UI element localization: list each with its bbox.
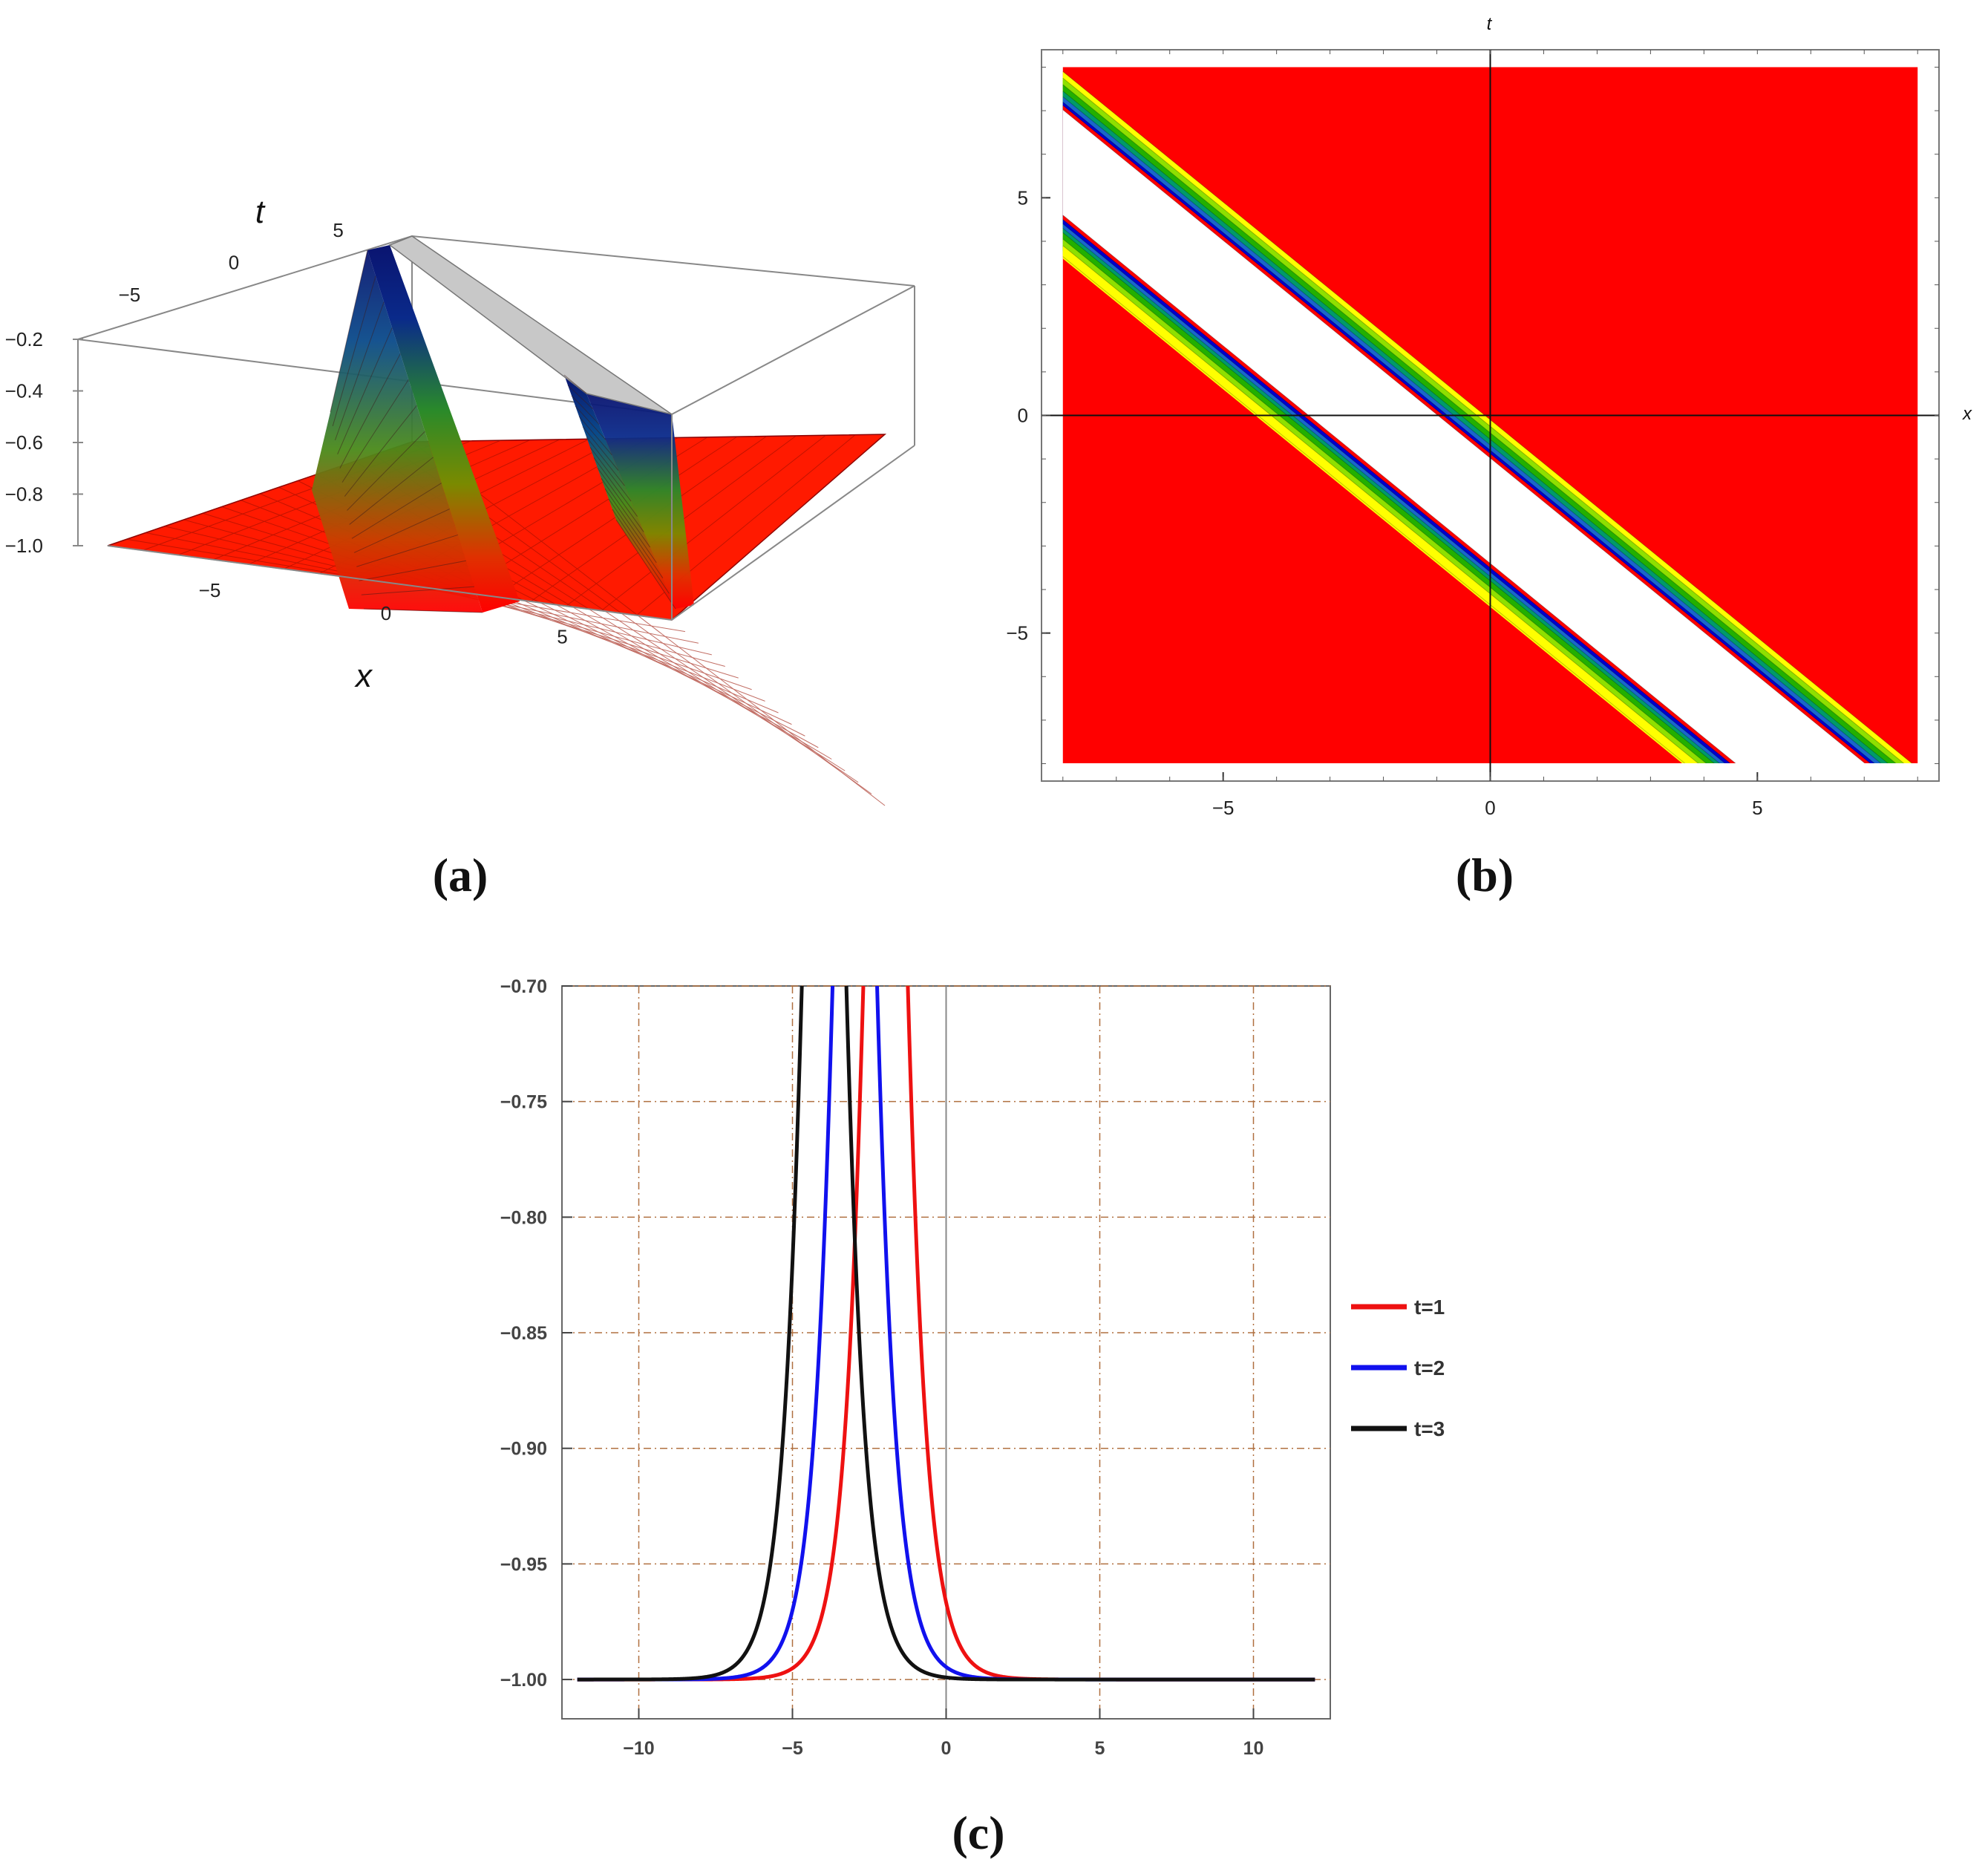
x-tick-label: 10 <box>1243 1738 1264 1759</box>
z-tick-label: −0.6 <box>5 431 43 454</box>
y-tick-label: −5 <box>1006 622 1028 644</box>
x-tick-label: 0 <box>381 602 391 624</box>
x-tick-label: −5 <box>782 1738 803 1759</box>
y-tick-label: −0.75 <box>500 1092 547 1113</box>
x-tick-label: 5 <box>557 625 567 647</box>
series-line <box>577 986 1315 1682</box>
t-tick-label: 0 <box>229 252 239 274</box>
panel-label-b: (b) <box>1456 849 1514 901</box>
line-plot-panel-c: −10 −5 0 5 10 −1.00 −0.95 −0.90 −0.85 −0.80 −0.75 −… <box>500 976 1445 1859</box>
density-band <box>1062 71 1912 763</box>
density-band <box>1062 105 1871 763</box>
x-tick-label: 5 <box>1095 1738 1105 1759</box>
surface-wall-front <box>367 245 520 613</box>
t-axis-label: t <box>255 194 266 230</box>
x-tick-label: −10 <box>623 1738 654 1759</box>
legend-label: t=3 <box>1414 1417 1445 1440</box>
y-tick-label: −1.00 <box>500 1670 547 1691</box>
y-tick-label: −0.70 <box>500 976 547 997</box>
tick-labels: −10 −5 0 5 10 −1.00 −0.95 −0.90 −0.85 −0.80 −0.75 −… <box>500 976 1264 1759</box>
y-axis-label: t <box>1487 14 1493 34</box>
surface-wall-back <box>586 394 694 609</box>
x-tick-label: 0 <box>941 1738 952 1759</box>
y-tick-label: 0 <box>1018 405 1028 427</box>
x-tick-labels: −5 0 5 <box>199 579 568 648</box>
panel-label-a: (a) <box>433 849 488 901</box>
x-axis-label: x <box>354 658 373 694</box>
z-tick-label: −0.8 <box>5 483 43 506</box>
x-tick-label: −5 <box>199 579 221 601</box>
x-tick-label: 5 <box>1752 797 1762 819</box>
z-tick-label: −0.2 <box>5 328 43 350</box>
z-tick-label: −1.0 <box>5 535 43 557</box>
density-band <box>1062 102 1874 763</box>
density-band <box>1062 78 1904 763</box>
y-tick-label: −0.95 <box>500 1554 547 1575</box>
t-tick-labels: −5 0 5 <box>119 219 344 306</box>
legend-label: t=2 <box>1414 1356 1445 1379</box>
y-tick-label: −0.85 <box>500 1323 547 1344</box>
x-tick-label: −5 <box>1212 797 1235 819</box>
origin-axes <box>1042 50 1939 781</box>
box-frame-front <box>107 414 915 621</box>
y-tick-label: −0.90 <box>500 1439 547 1460</box>
y-tick-label: −0.80 <box>500 1207 547 1228</box>
density-plot-panel-b: −5 0 5 −5 0 5 x t (b) <box>1006 14 1972 901</box>
legend-label: t=1 <box>1414 1296 1445 1319</box>
legend: t=1 t=2 t=3 <box>1351 1296 1445 1440</box>
surface-wall-lines <box>330 249 676 613</box>
series-lines <box>577 986 1315 1682</box>
x-axis-label: x <box>1962 404 1972 424</box>
panel-label-c: (c) <box>952 1806 1004 1859</box>
y-tick-label: 5 <box>1018 186 1028 209</box>
density-band <box>1062 84 1896 763</box>
z-tick-labels: −0.2 −0.4 −0.6 −0.8 −1.0 <box>5 328 83 557</box>
surface-wall-rise <box>312 250 483 613</box>
x-tick-label: 0 <box>1485 797 1495 819</box>
t-tick-label: 5 <box>333 219 343 241</box>
surface-plot-panel-a: −5 0 5 −5 0 5 −0.2 −0.4 −0.6 −0.8 −1.0 x t (a) <box>5 194 915 901</box>
tick-labels: −5 0 5 −5 0 5 <box>1006 50 1939 819</box>
z-tick-label: −0.4 <box>5 380 43 402</box>
density-band <box>1062 109 1866 763</box>
density-band <box>1062 91 1888 763</box>
density-band <box>1062 97 1881 763</box>
t-tick-label: −5 <box>119 284 141 306</box>
